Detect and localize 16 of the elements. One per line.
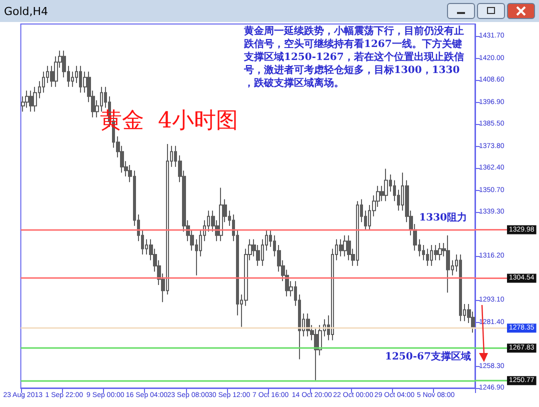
candlestick: [306, 313, 310, 337]
candlestick: [343, 234, 347, 257]
annotation: 黄金周一延续跌势，小幅震荡下行，目前仍没有止跌信号，空头可继续持有看1267一线。下方关键支撑区域1250-1267，若在这个位置出现止跌信号，激进者可考虑轻仓短多，目标1300，1330，跌破支撑区域离场。: [243, 25, 464, 89]
candlestick: [339, 238, 343, 257]
candlestick: [219, 187, 223, 242]
candlestick: [446, 234, 450, 294]
candlestick: [384, 168, 388, 202]
candlestick: [438, 242, 442, 261]
candlestick: [314, 328, 318, 381]
chart-title: Gold,H4: [4, 4, 50, 18]
candlestick: [25, 90, 29, 108]
candlestick: [459, 254, 462, 322]
candlestick: [426, 248, 429, 266]
annotation: 1250-67支撑区域: [385, 350, 471, 362]
candlestick: [29, 90, 33, 112]
annotation: 1330阻力: [419, 211, 468, 224]
